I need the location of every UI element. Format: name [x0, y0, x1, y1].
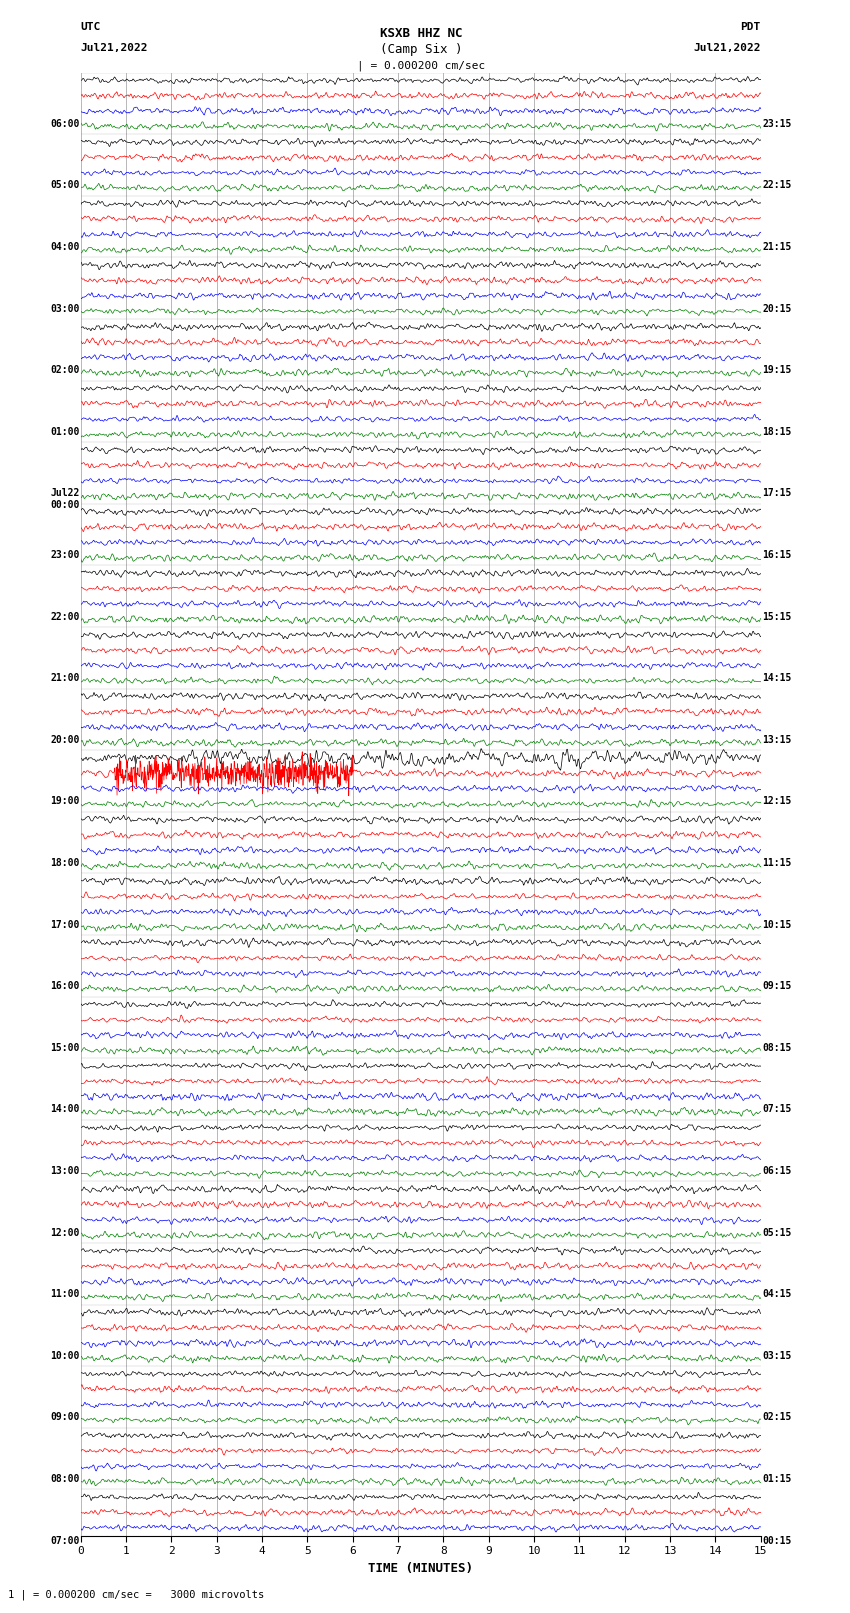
Text: 11:15: 11:15 — [762, 858, 791, 868]
Text: | = 0.000200 cm/sec: | = 0.000200 cm/sec — [357, 60, 484, 71]
Text: 17:00: 17:00 — [50, 919, 79, 929]
Text: 14:15: 14:15 — [762, 673, 791, 684]
Text: Jul22
00:00: Jul22 00:00 — [50, 489, 79, 510]
Text: 19:15: 19:15 — [762, 365, 791, 376]
Text: 22:15: 22:15 — [762, 181, 791, 190]
Text: 13:15: 13:15 — [762, 736, 791, 745]
Text: 13:00: 13:00 — [50, 1166, 79, 1176]
Text: 20:15: 20:15 — [762, 303, 791, 313]
Text: 22:00: 22:00 — [50, 611, 79, 621]
Text: 02:15: 02:15 — [762, 1413, 791, 1423]
Text: 06:15: 06:15 — [762, 1166, 791, 1176]
Text: 20:00: 20:00 — [50, 736, 79, 745]
Text: 04:00: 04:00 — [50, 242, 79, 252]
X-axis label: TIME (MINUTES): TIME (MINUTES) — [368, 1561, 473, 1574]
Text: 03:00: 03:00 — [50, 303, 79, 313]
Text: 17:15: 17:15 — [762, 489, 791, 498]
Text: 23:00: 23:00 — [50, 550, 79, 560]
Text: 15:00: 15:00 — [50, 1042, 79, 1053]
Text: Jul21,2022: Jul21,2022 — [81, 44, 148, 53]
Text: 09:15: 09:15 — [762, 981, 791, 990]
Text: 01:00: 01:00 — [50, 427, 79, 437]
Text: (Camp Six ): (Camp Six ) — [379, 44, 462, 56]
Text: 00:15: 00:15 — [762, 1536, 791, 1545]
Text: UTC: UTC — [81, 23, 101, 32]
Text: 08:15: 08:15 — [762, 1042, 791, 1053]
Text: 06:00: 06:00 — [50, 119, 79, 129]
Text: 14:00: 14:00 — [50, 1105, 79, 1115]
Text: 10:00: 10:00 — [50, 1350, 79, 1361]
Text: 15:15: 15:15 — [762, 611, 791, 621]
Text: 11:00: 11:00 — [50, 1289, 79, 1298]
Text: 03:15: 03:15 — [762, 1350, 791, 1361]
Text: Jul21,2022: Jul21,2022 — [694, 44, 761, 53]
Text: 18:15: 18:15 — [762, 427, 791, 437]
Text: 01:15: 01:15 — [762, 1474, 791, 1484]
Text: 16:15: 16:15 — [762, 550, 791, 560]
Text: 07:15: 07:15 — [762, 1105, 791, 1115]
Text: 07:00: 07:00 — [50, 1536, 79, 1545]
Text: 09:00: 09:00 — [50, 1413, 79, 1423]
Text: 12:00: 12:00 — [50, 1227, 79, 1237]
Text: 19:00: 19:00 — [50, 797, 79, 806]
Text: 18:00: 18:00 — [50, 858, 79, 868]
Text: KSXB HHZ NC: KSXB HHZ NC — [379, 27, 462, 40]
Text: 12:15: 12:15 — [762, 797, 791, 806]
Text: 05:00: 05:00 — [50, 181, 79, 190]
Text: PDT: PDT — [740, 23, 761, 32]
Text: 1 | = 0.000200 cm/sec =   3000 microvolts: 1 | = 0.000200 cm/sec = 3000 microvolts — [8, 1589, 264, 1600]
Text: 23:15: 23:15 — [762, 119, 791, 129]
Text: 05:15: 05:15 — [762, 1227, 791, 1237]
Text: 02:00: 02:00 — [50, 365, 79, 376]
Text: 08:00: 08:00 — [50, 1474, 79, 1484]
Text: 04:15: 04:15 — [762, 1289, 791, 1298]
Text: 16:00: 16:00 — [50, 981, 79, 990]
Text: 21:00: 21:00 — [50, 673, 79, 684]
Text: 10:15: 10:15 — [762, 919, 791, 929]
Text: 21:15: 21:15 — [762, 242, 791, 252]
